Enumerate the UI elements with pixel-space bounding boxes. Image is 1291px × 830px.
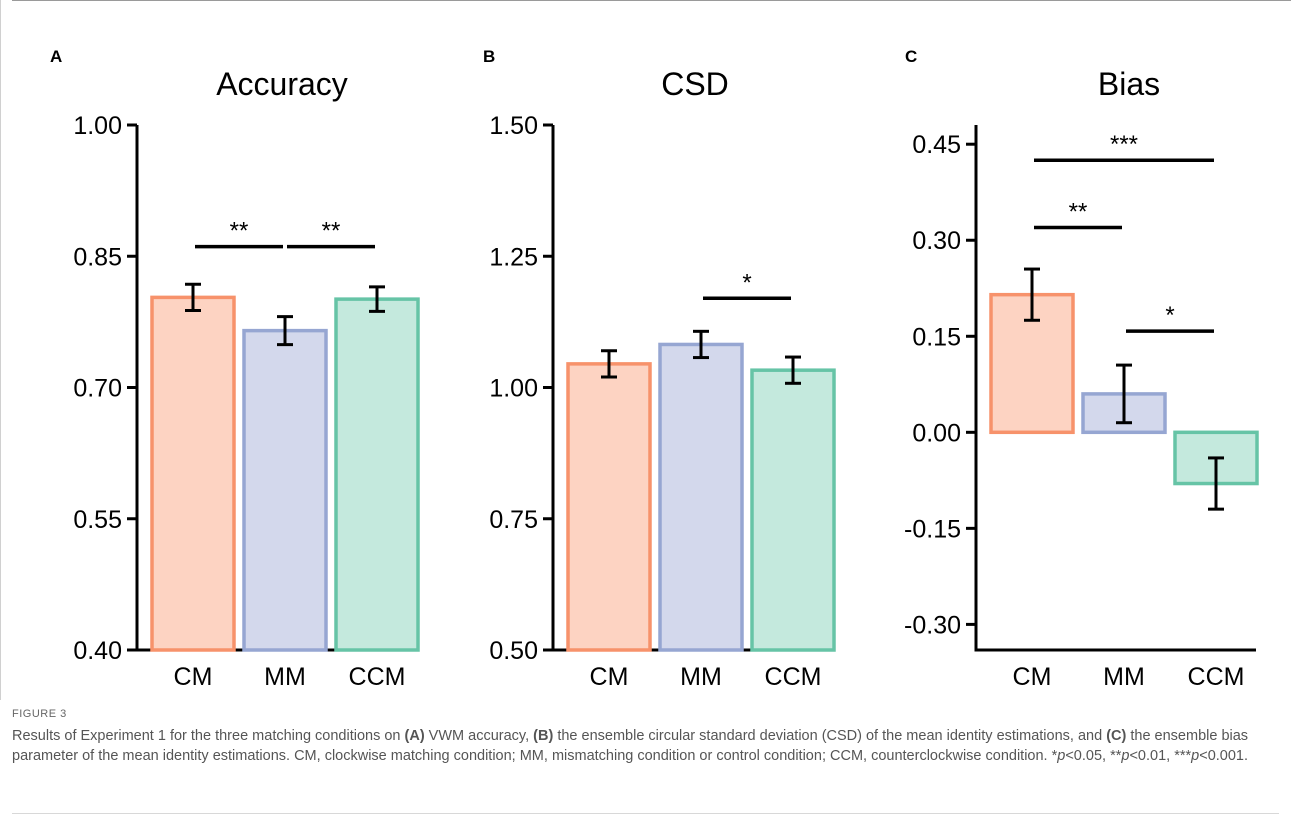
y-tick-label: -0.30	[904, 611, 961, 639]
figure-caption: FIGURE 3 Results of Experiment 1 for the…	[12, 708, 1262, 766]
y-tick-label: 0.40	[73, 637, 122, 665]
y-tick-label: 0.30	[912, 227, 961, 255]
y-tick-label: 0.45	[912, 131, 961, 159]
caption-part: (A)	[404, 728, 425, 744]
panel-label: B	[483, 47, 495, 66]
bottom-border	[12, 813, 1279, 814]
y-tick-label: 0.15	[912, 323, 961, 351]
bar-mm	[242, 328, 328, 652]
caption-part: Results of Experiment 1 for the three ma…	[12, 728, 405, 744]
caption-part: (C)	[1106, 728, 1127, 744]
y-tick-label: 0.50	[489, 637, 538, 665]
x-tick-label: CM	[590, 663, 629, 691]
left-border	[0, 0, 1, 700]
x-tick-label: CM	[174, 663, 213, 691]
y-tick-label: 0.55	[73, 506, 122, 534]
figure-label: FIGURE 3	[12, 708, 67, 720]
x-tick-label: CCM	[1188, 663, 1245, 691]
caption-part: p	[1191, 748, 1200, 764]
bar-ccm	[750, 368, 836, 652]
x-tick-label: CCM	[765, 663, 822, 691]
y-tick-label: 1.00	[489, 375, 538, 403]
chart-title: Bias	[1098, 66, 1160, 102]
significance-label: **	[322, 218, 341, 245]
x-tick-label: MM	[680, 663, 722, 691]
caption-part: the ensemble bias parameter of the mean …	[12, 728, 1249, 764]
y-tick-label: 1.00	[73, 112, 122, 140]
significance-label: *	[1165, 302, 1174, 329]
caption-part: p	[1121, 748, 1130, 764]
y-tick-label: -0.15	[904, 515, 961, 543]
y-tick-label: 1.25	[489, 243, 538, 271]
significance-label: *	[742, 269, 751, 296]
y-tick-label: 0.75	[489, 506, 538, 534]
chart-title: Accuracy	[216, 66, 348, 102]
y-tick-label: 0.00	[912, 419, 961, 447]
y-tick-label: 0.70	[73, 375, 122, 403]
chart-title: CSD	[661, 66, 729, 102]
x-tick-label: MM	[264, 663, 306, 691]
caption-part: <0.01, ***	[1129, 748, 1192, 764]
y-tick-label: 1.50	[489, 112, 538, 140]
bar-cm	[150, 295, 236, 652]
x-tick-label: MM	[1103, 663, 1145, 691]
panel-label: C	[905, 47, 917, 66]
caption-part: VWM accuracy,	[424, 728, 534, 744]
x-tick-label: CM	[1013, 663, 1052, 691]
top-border	[12, 0, 1291, 1]
x-tick-label: CCM	[349, 663, 406, 691]
y-tick-label: 0.85	[73, 243, 122, 271]
caption-text: Results of Experiment 1 for the three ma…	[12, 726, 1262, 766]
caption-part: the ensemble circular standard deviation…	[553, 728, 1107, 744]
caption-part: p	[1057, 748, 1066, 764]
bar-cm	[566, 362, 652, 652]
significance-label: ***	[1110, 131, 1138, 158]
caption-part: <0.001.	[1199, 748, 1249, 764]
caption-part: (B)	[533, 728, 554, 744]
significance-label: **	[230, 218, 249, 245]
caption-part: <0.05, **	[1065, 748, 1122, 764]
bar-mm	[658, 342, 744, 652]
panel-label: A	[50, 47, 62, 66]
bar-ccm	[334, 297, 420, 652]
significance-label: **	[1069, 198, 1088, 225]
